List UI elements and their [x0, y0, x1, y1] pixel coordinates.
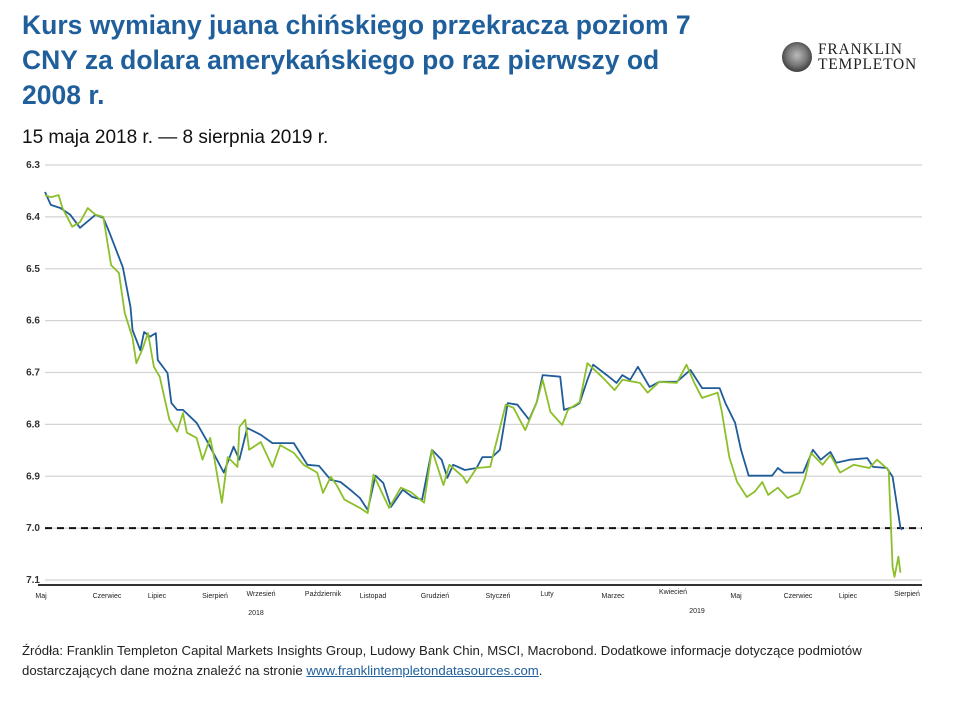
- x-tick-label: Sierpień: [202, 593, 228, 600]
- y-axis-ticks: 6.3 6.4 6.5 6.6 6.7 6.8 6.9 7.0 7.1: [26, 160, 40, 586]
- x-tick-label: Kwiecień: [659, 589, 687, 596]
- x-tick-label: Maj: [35, 593, 47, 600]
- x-tick-label: Marzec: [602, 593, 625, 600]
- x-tick-label: Październik: [305, 591, 342, 598]
- source-note: Źródła: Franklin Templeton Capital Marke…: [22, 641, 922, 681]
- year-label: 2019: [689, 608, 705, 615]
- x-tick-label: Czerwiec: [93, 593, 122, 600]
- y-tick-label: 6.6: [26, 316, 40, 327]
- year-label: 2018: [248, 610, 264, 617]
- y-tick-label: 7.1: [26, 575, 40, 586]
- franklin-templeton-logo: FRANKLIN TEMPLETON: [782, 42, 917, 72]
- logo-line-2: TEMPLETON: [818, 56, 918, 73]
- x-axis: Maj Czerwiec Lipiec Sierpień Wrzesień Paździe…: [35, 584, 922, 617]
- x-tick-label: Wrzesień: [246, 591, 275, 598]
- y-tick-label: 6.3: [26, 160, 40, 171]
- x-tick-label: Czerwiec: [784, 593, 813, 600]
- exchange-rate-chart: 6.3 6.4 6.5 6.6 6.7 6.8 6.9 7.0 7.1 Maj Czerwiec L…: [26, 160, 922, 617]
- x-tick-label: Lipiec: [839, 593, 858, 600]
- series-line-2: [44, 194, 902, 578]
- source-end: .: [538, 663, 543, 678]
- source-text: Źródła: Franklin Templeton Capital Marke…: [22, 643, 862, 678]
- x-tick-label: Lipiec: [148, 593, 167, 600]
- x-tick-label: Sierpień: [894, 591, 920, 598]
- y-tick-label: 7.0: [26, 523, 40, 534]
- x-tick-label: Listopad: [360, 593, 387, 600]
- franklin-portrait-icon: [782, 42, 812, 72]
- gridlines: [45, 164, 922, 581]
- y-tick-label: 6.4: [26, 212, 40, 223]
- x-tick-label: Grudzień: [421, 593, 450, 600]
- datasources-link[interactable]: www.franklintempletondatasources.com: [306, 663, 539, 678]
- x-tick-label: Styczeń: [486, 593, 511, 600]
- series-lines: [44, 191, 903, 578]
- y-tick-label: 6.7: [26, 368, 40, 379]
- x-tick-label: Maj: [730, 593, 742, 600]
- x-tick-label: Luty: [540, 591, 554, 598]
- page-title: Kurs wymiany juana chińskiego przekracza…: [22, 10, 691, 110]
- series-line-1: [44, 191, 903, 531]
- y-tick-label: 6.9: [26, 471, 40, 482]
- logo-line-1: FRANKLIN: [818, 41, 903, 58]
- date-range-subtitle: 15 maja 2018 r. — 8 sierpnia 2019 r.: [22, 127, 329, 148]
- y-tick-label: 6.5: [26, 264, 40, 275]
- y-tick-label: 6.8: [26, 419, 40, 430]
